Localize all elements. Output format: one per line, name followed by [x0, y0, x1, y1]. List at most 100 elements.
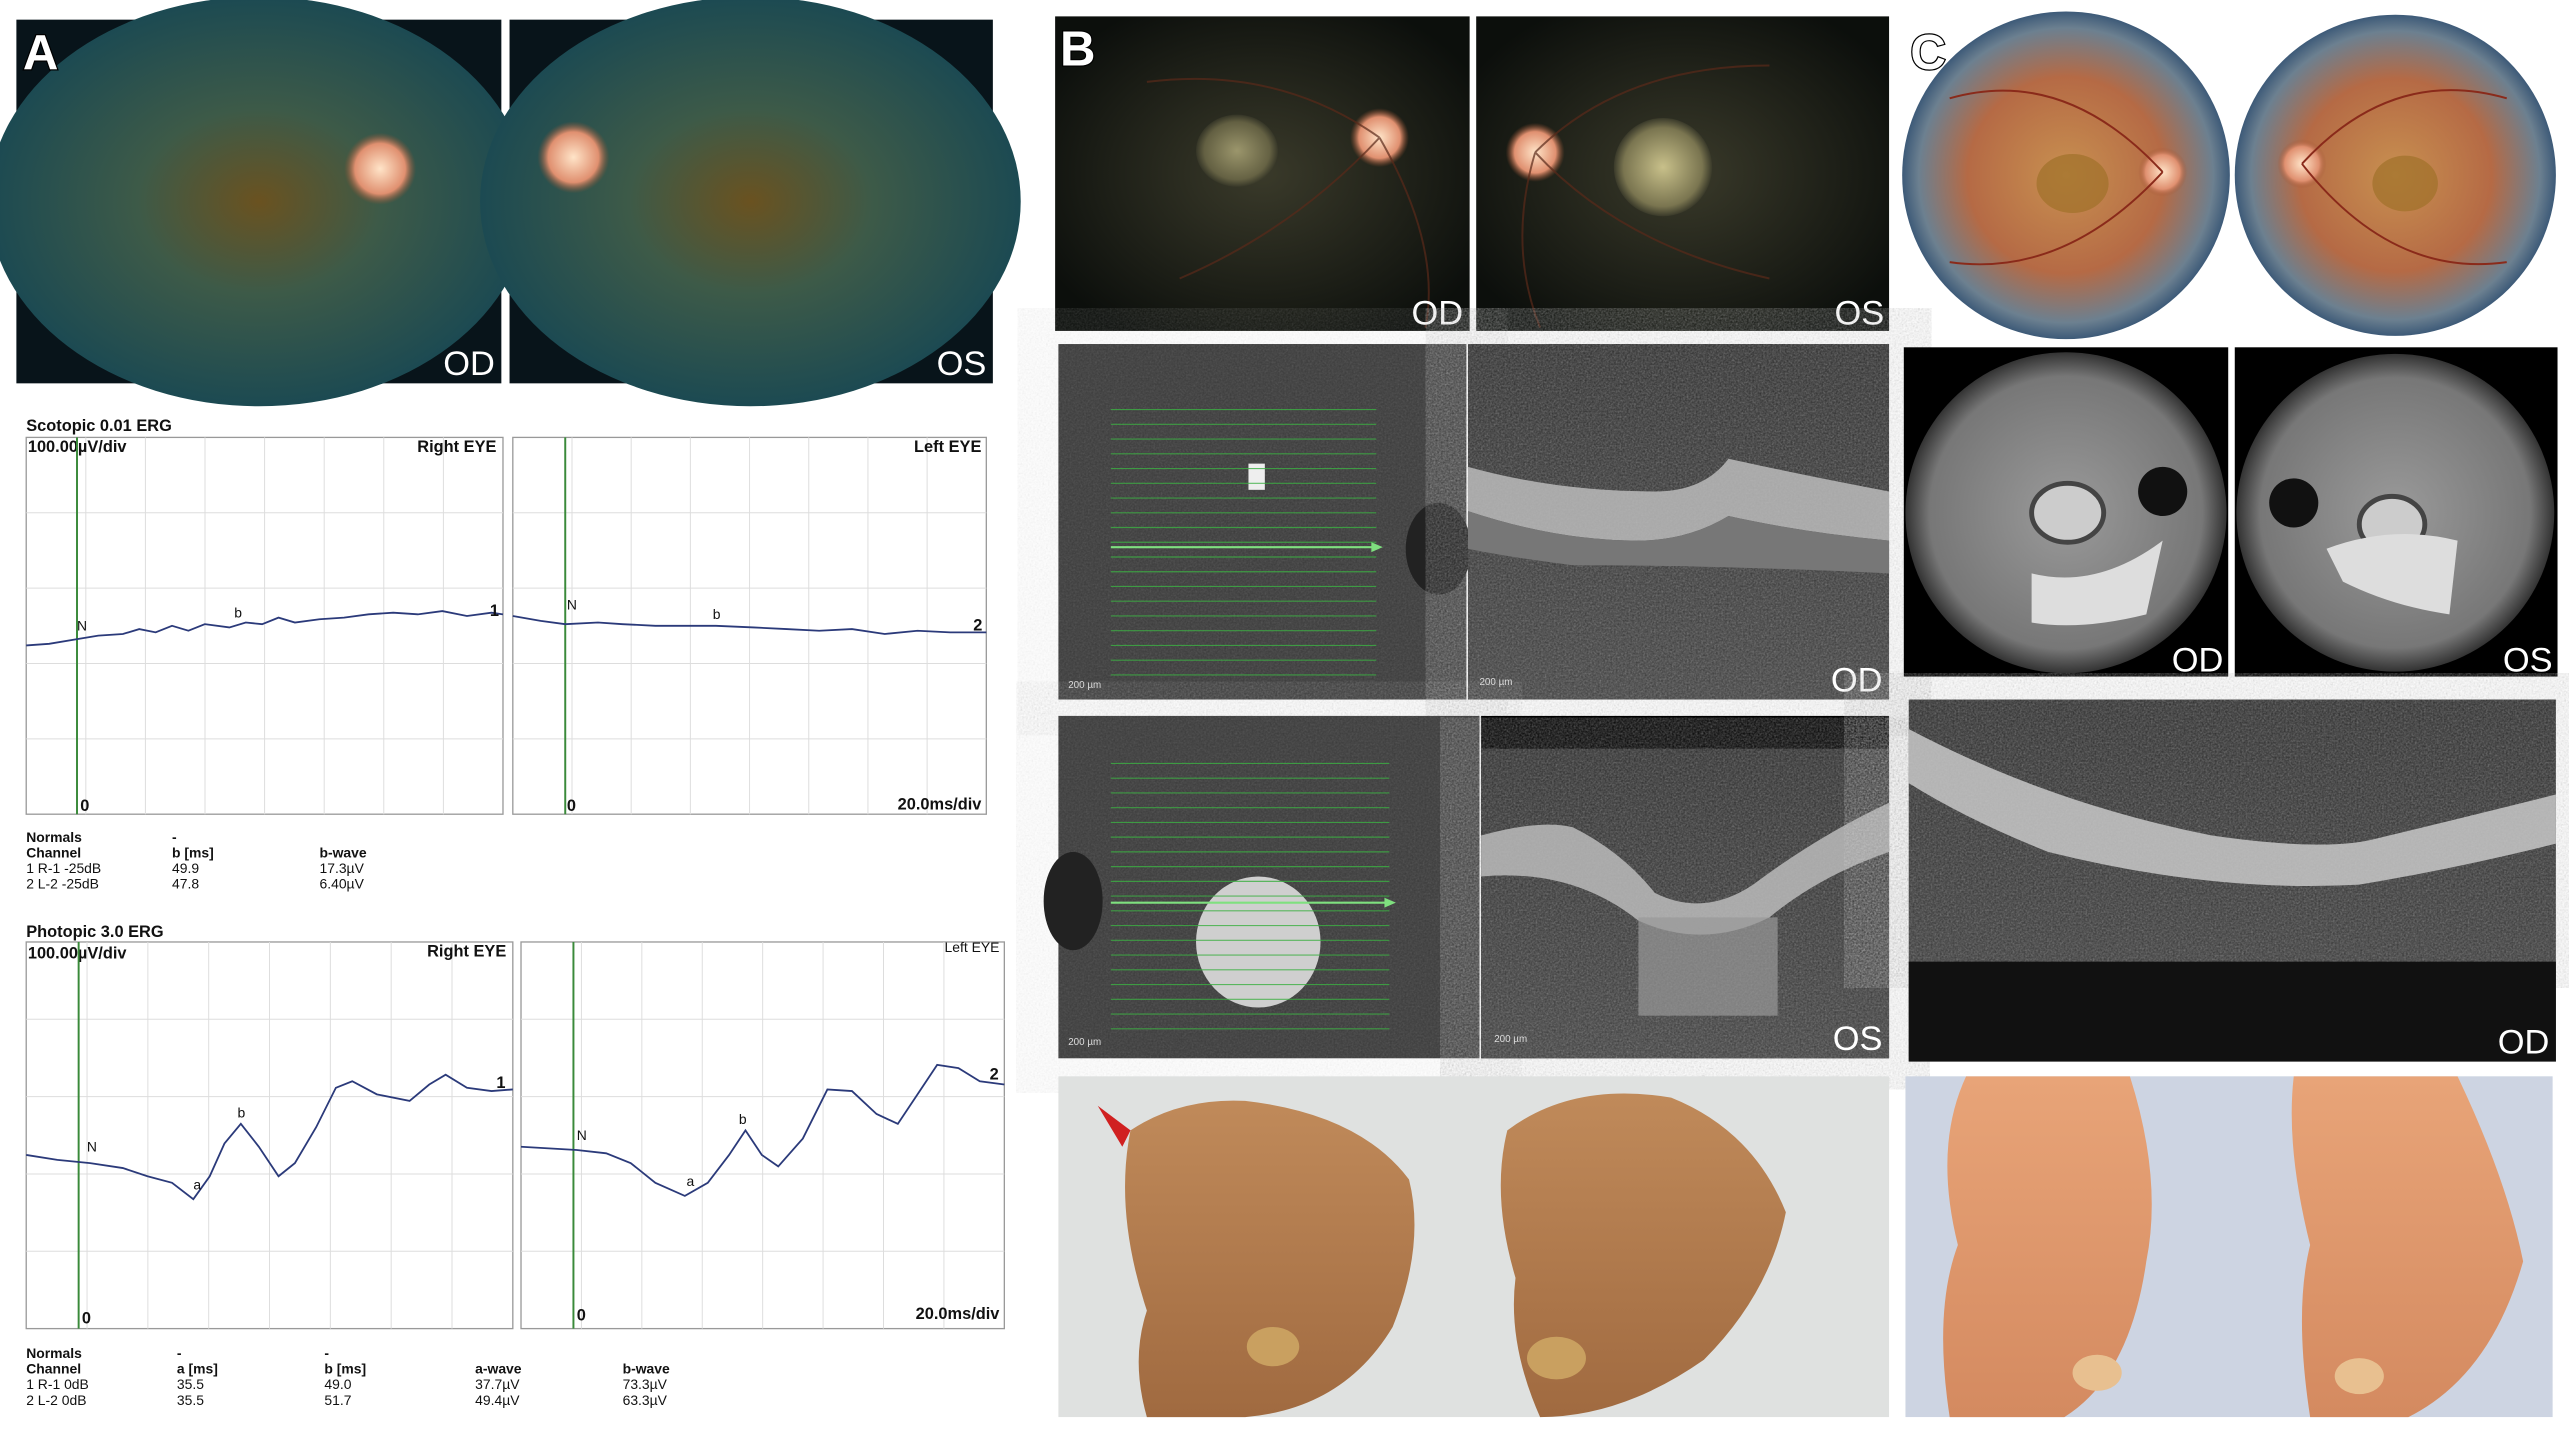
erg-trace [512, 615, 987, 635]
fundus-b-os: OS [1476, 16, 1890, 332]
erg-table: Normals - Channel b [ms] b-wave 1 R-1 -25dB 49… [26, 829, 367, 892]
erg-time: 20.0ms/div [898, 795, 983, 813]
panel-label: C [1910, 26, 1945, 80]
table-cell: b-wave [623, 1361, 670, 1377]
table-cell: 35.5 [177, 1392, 204, 1408]
table-cell: b [ms] [324, 1361, 366, 1377]
table-cell: b-wave [319, 845, 366, 861]
table-cell: 49.9 [172, 860, 199, 876]
erg-scale: 100.00µV/div [28, 944, 128, 962]
faf-c-os: OS [2234, 347, 2558, 680]
marker: 0 [567, 797, 576, 815]
oct-b-od: 200 µm 200 µm OD [1058, 344, 1890, 700]
table-cell: b [ms] [172, 845, 214, 861]
eye-label: OS [2503, 642, 2553, 680]
table-cell: Channel [26, 845, 81, 861]
erg-grid [26, 437, 503, 815]
erg-grid [26, 941, 513, 1329]
panel-label: A [23, 26, 58, 80]
table-cell: a-wave [475, 1361, 522, 1377]
erg-trace [520, 1063, 1005, 1197]
table-cell: 1 R-1 0dB [26, 1376, 89, 1392]
arrow-head [1384, 897, 1396, 908]
oct-b-os: 200 µm 200 µm OS [1043, 715, 1890, 1059]
fundus-c-os: OS [2234, 14, 2556, 336]
marker: N [77, 618, 87, 634]
table-cell: 1 R-1 -25dB [26, 860, 101, 876]
eye-label: OD [2498, 1023, 2550, 1061]
scale-bar: 200 µm [1068, 680, 1101, 691]
marker: 0 [80, 797, 89, 815]
marker: 1 [490, 602, 499, 620]
erg-title: Scotopic 0.01 ERG [26, 417, 172, 435]
erg-eye: Left EYE [945, 939, 1000, 955]
erg-table: Normals - - Channel a [ms] b [ms] a-wave b-wave… [26, 1345, 670, 1408]
scan-lines [1110, 408, 1383, 676]
marker: 2 [990, 1066, 999, 1084]
erg-grid [512, 437, 987, 815]
eye-label: OD [443, 345, 495, 383]
panel-label: B [1060, 23, 1095, 77]
marker: b [739, 1111, 747, 1127]
marker: b [713, 606, 721, 622]
marker: b [234, 605, 242, 621]
marker: N [567, 596, 577, 612]
scale-bar: 200 µm [1479, 677, 1512, 688]
table-cell: 2 L-2 -25dB [26, 876, 99, 892]
table-cell: - [324, 1345, 329, 1361]
erg-trace [26, 1073, 513, 1201]
table-cell: 73.3µV [623, 1376, 668, 1392]
marker: 2 [973, 617, 982, 635]
marker: a [193, 1176, 201, 1192]
erg-trace [26, 610, 504, 647]
table-cell: Channel [26, 1361, 81, 1377]
eye-label: OS [937, 345, 987, 383]
table-cell: 47.8 [172, 876, 199, 892]
table-cell: 63.3µV [623, 1392, 668, 1408]
marker: b [238, 1104, 246, 1120]
eye-label: OD [1831, 661, 1883, 699]
table-cell: Normals [26, 829, 82, 845]
table-cell: 2 L-2 0dB [26, 1392, 86, 1408]
table-cell: 17.3µV [319, 860, 364, 876]
marker: 0 [82, 1310, 91, 1328]
marker: N [577, 1127, 587, 1143]
table-cell: 49.4µV [475, 1392, 520, 1408]
feet-photo-c [1905, 1076, 2553, 1418]
marker: a [686, 1173, 694, 1189]
marker: 1 [496, 1074, 505, 1092]
scale-bar: 200 µm [1494, 1034, 1527, 1045]
feet-photo-b [1058, 1076, 1890, 1418]
table-cell: 6.40µV [319, 876, 364, 892]
table-cell: 35.5 [177, 1376, 204, 1392]
arrow-head [1371, 542, 1383, 553]
erg-time: 20.0ms/div [916, 1305, 1001, 1323]
erg-grid [521, 941, 1005, 1329]
erg-title: Photopic 3.0 ERG [26, 923, 163, 941]
table-cell: 49.0 [324, 1376, 351, 1392]
marker: N [87, 1139, 97, 1155]
scan-lines [1110, 762, 1396, 1030]
eye-label: OD [2172, 294, 2224, 332]
fundus-c-od: OD [1902, 11, 2230, 340]
erg-eye: Right EYE [427, 943, 506, 961]
scale-bar: 200 µm [1068, 1037, 1101, 1048]
eye-label: OS [1833, 1020, 1883, 1058]
eye-label: OS [2501, 294, 2551, 332]
oct-c: OD [1908, 699, 2556, 1062]
erg-eye: Left EYE [914, 438, 981, 456]
faf-c-od: OD [1903, 347, 2229, 680]
fundus-b-od: OD [1055, 16, 1470, 332]
table-cell: Normals [26, 1345, 82, 1361]
eye-label: OD [2172, 642, 2224, 680]
table-cell: - [172, 829, 177, 845]
table-cell: a [ms] [177, 1361, 218, 1377]
fundus-a-od: OD [0, 0, 530, 407]
table-cell: 37.7µV [475, 1376, 520, 1392]
table-cell: - [177, 1345, 182, 1361]
fundus-a-os: OS [480, 0, 1021, 407]
erg-eye: Right EYE [417, 438, 496, 456]
eye-label: OD [1411, 294, 1463, 332]
